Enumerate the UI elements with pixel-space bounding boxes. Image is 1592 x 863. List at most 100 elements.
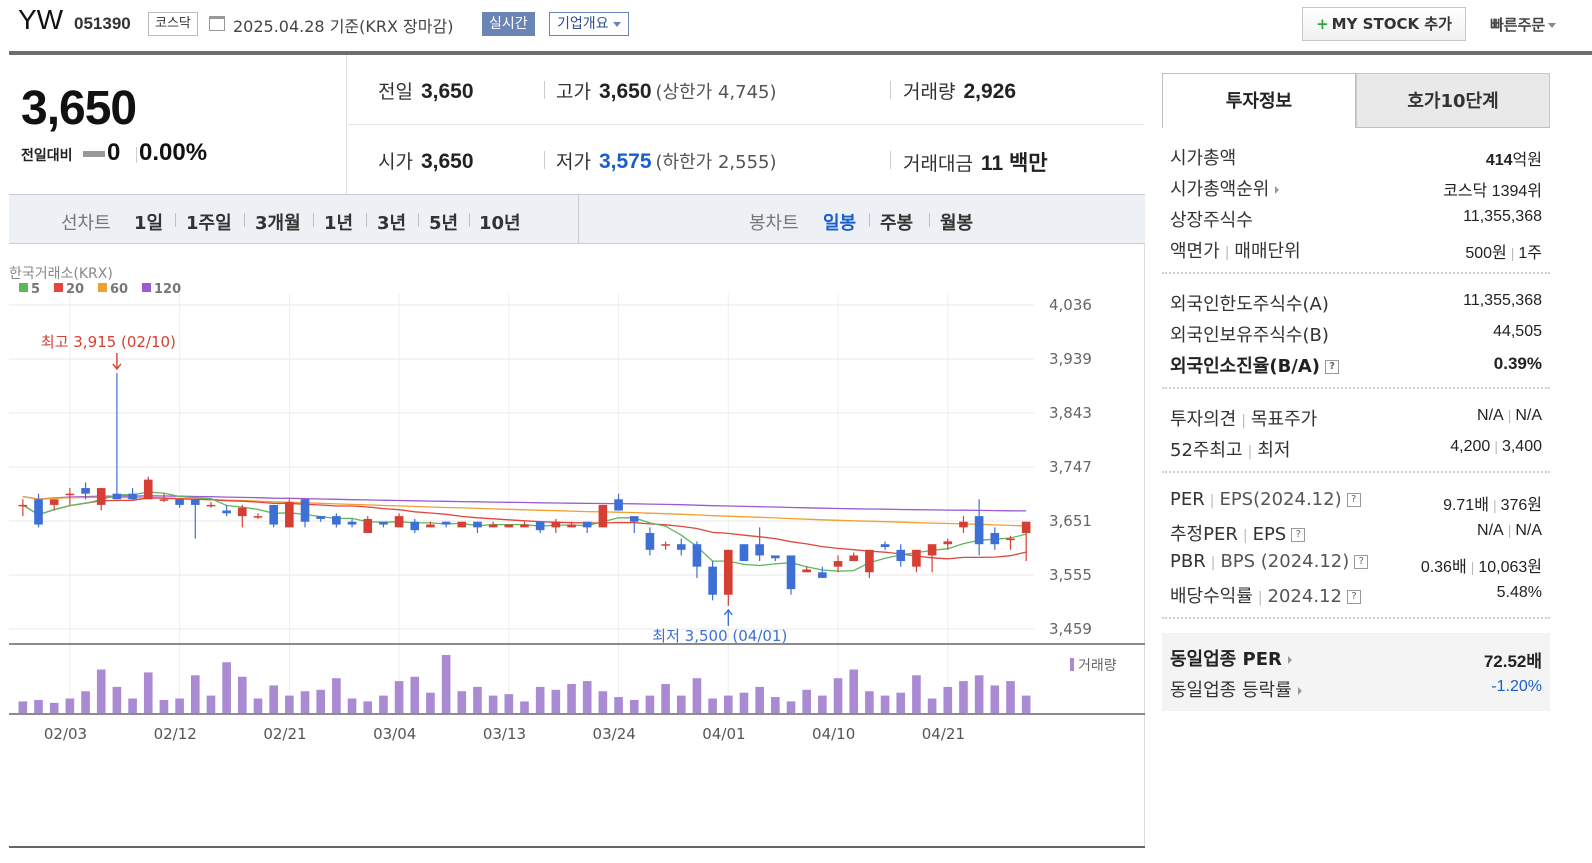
company-overview-dropdown[interactable]: 기업개요 <box>549 12 629 36</box>
period-5y[interactable]: 5년 <box>429 213 459 234</box>
opinion-value-text: N/A <box>1477 407 1504 424</box>
x-tick-label: 02/03 <box>44 725 87 743</box>
dividend-date-text: 2024.12 <box>1267 586 1342 607</box>
volume-legend-label: 거래량 <box>1078 658 1117 674</box>
volume-bar <box>410 676 420 713</box>
period-1y[interactable]: 1년 <box>324 213 354 234</box>
price-chart[interactable]: 한국거래소(KRX) 5 20 60 120 최고 3,915 (02/10) 최저 3… <box>9 244 1145 848</box>
volume-bar <box>614 697 623 713</box>
dividend-label: 배당수익률 | 2024.12? <box>1170 582 1361 608</box>
tab-investment-info[interactable]: 투자정보 <box>1162 73 1356 128</box>
volume-bar <box>582 681 592 713</box>
rank-row[interactable]: 시가총액순위 코스닥 1394위 <box>1162 171 1550 202</box>
volume: 거래량 2,926 <box>903 77 1016 104</box>
volume-bar <box>253 698 263 713</box>
help-icon[interactable]: ? <box>1346 493 1361 507</box>
shares-row: 상장주식수 11,355,368 <box>1162 202 1550 233</box>
unit-label-text: 매매단위 <box>1234 241 1301 262</box>
help-icon[interactable]: ? <box>1325 360 1340 374</box>
y-tick-label: 3,939 <box>1049 350 1092 368</box>
sector-change-label: 동일업종 등락률 <box>1170 676 1302 702</box>
candle-body <box>143 479 153 500</box>
realtime-button[interactable]: 실시간 <box>482 12 535 36</box>
eps-label-text: EPS(2024.12) <box>1219 489 1342 510</box>
volume-bar <box>974 675 984 713</box>
market-badge: 코스닥 <box>148 12 198 36</box>
quick-order-dropdown[interactable]: 빠른주문 <box>1490 14 1557 35</box>
rank-value: 코스닥 1394위 <box>1443 183 1542 200</box>
flat-icon <box>83 151 105 157</box>
sector-per-row[interactable]: 동일업종 PER 72.52배 <box>1162 641 1550 672</box>
period-10y[interactable]: 10년 <box>479 213 521 234</box>
valuation-group: PER | EPS(2024.12)? 9.71배 | 376원 추정PER | EPS? … <box>1162 473 1550 619</box>
candle-body <box>614 499 623 511</box>
x-axis: 02/03 02/12 02/21 03/04 03/13 03/24 04/01 04/10… <box>44 725 965 743</box>
shares-value: 11,355,368 <box>1463 208 1542 225</box>
help-icon[interactable]: ? <box>1291 528 1306 542</box>
arrow-down-icon <box>112 352 122 371</box>
volume-bar <box>143 672 153 713</box>
period-3y[interactable]: 3년 <box>377 213 407 234</box>
volume-value: 2,926 <box>963 80 1017 103</box>
opinion-label-text: 투자의견 <box>1170 409 1237 430</box>
company-overview-label: 기업개요 <box>557 16 609 32</box>
volume-bar <box>18 701 28 713</box>
stock-header: YW 051390 코스닥 2025.04.28 기준(KRX 장마감) 실시간… <box>0 0 1592 52</box>
open-value: 3,650 <box>420 150 474 173</box>
candle-body <box>535 521 545 531</box>
header-divider <box>9 51 1592 55</box>
candle-body <box>520 524 529 528</box>
shares-label: 상장주식수 <box>1170 210 1253 231</box>
per-label: PER | EPS(2024.12)? <box>1170 489 1361 510</box>
sector-change-row[interactable]: 동일업종 등락률 -1.20% <box>1162 672 1550 703</box>
info-tabs: 투자정보 호가10단계 <box>1162 73 1550 128</box>
y-axis: 4,036 3,939 3,843 3,747 3,651 3,555 3,459 <box>1049 296 1092 638</box>
ma-line-20 <box>22 497 1027 560</box>
foreign-limit-value: 11,355,368 <box>1463 292 1542 309</box>
sector-per-label-text: 동일업종 PER <box>1170 649 1282 670</box>
volume-bar <box>316 689 326 713</box>
volume-bar <box>175 698 184 713</box>
rank-label-text: 시가총액순위 <box>1170 179 1270 200</box>
help-icon[interactable]: ? <box>1346 590 1361 604</box>
tab-order-book[interactable]: 호가10단계 <box>1356 73 1550 128</box>
candle-body <box>833 561 843 567</box>
volume-bar <box>598 691 608 713</box>
period-1w[interactable]: 1주일 <box>186 213 232 234</box>
candle-body <box>974 516 984 545</box>
candle-body <box>441 521 451 525</box>
volume-bar <box>426 692 435 713</box>
candle-daily[interactable]: 일봉 <box>823 213 857 234</box>
est-per-row: 추정PER | EPS? N/A | N/A <box>1162 516 1550 547</box>
candle-body <box>551 521 561 528</box>
pbr-value-text: 0.36배 <box>1420 559 1467 576</box>
candle-body <box>582 521 592 528</box>
period-3m[interactable]: 3개월 <box>255 213 301 234</box>
chart-source: 한국거래소(KRX) <box>9 266 113 282</box>
candle-weekly[interactable]: 주봉 <box>880 213 914 234</box>
candle-body <box>865 549 874 573</box>
candle-body <box>990 532 1000 545</box>
add-mystock-label: MY STOCK 추가 <box>1331 15 1452 33</box>
base-date: 2025.04.28 기준(KRX 장마감) <box>233 17 454 36</box>
period-1d[interactable]: 1일 <box>134 213 164 234</box>
candle-body <box>18 504 28 507</box>
price-change-pct: 0.00% <box>139 139 208 166</box>
sector-change-value: -1.20% <box>1491 678 1542 695</box>
volume-bar <box>535 686 545 713</box>
sector-group: 동일업종 PER 72.52배 동일업종 등락률 -1.20% <box>1162 633 1550 711</box>
volume-bar <box>65 698 75 713</box>
help-icon[interactable]: ? <box>1354 555 1369 569</box>
quote-table: 전일 3,650 고가 3,650 (상한가 4,745) 거래량 2,926 시가 3,… <box>348 55 1144 194</box>
y-tick-label: 3,843 <box>1049 404 1092 422</box>
candle-monthly[interactable]: 월봉 <box>940 213 974 234</box>
add-mystock-button[interactable]: + MY STOCK 추가 <box>1302 7 1466 41</box>
unit-value-text: 1주 <box>1518 245 1542 262</box>
candle-body <box>49 499 59 505</box>
candle-body <box>692 544 702 567</box>
candle-body <box>300 499 310 522</box>
candle-body <box>755 544 764 556</box>
legend-swatch-120 <box>142 283 151 292</box>
divider <box>890 81 891 99</box>
chevron-right-icon <box>1297 687 1302 695</box>
